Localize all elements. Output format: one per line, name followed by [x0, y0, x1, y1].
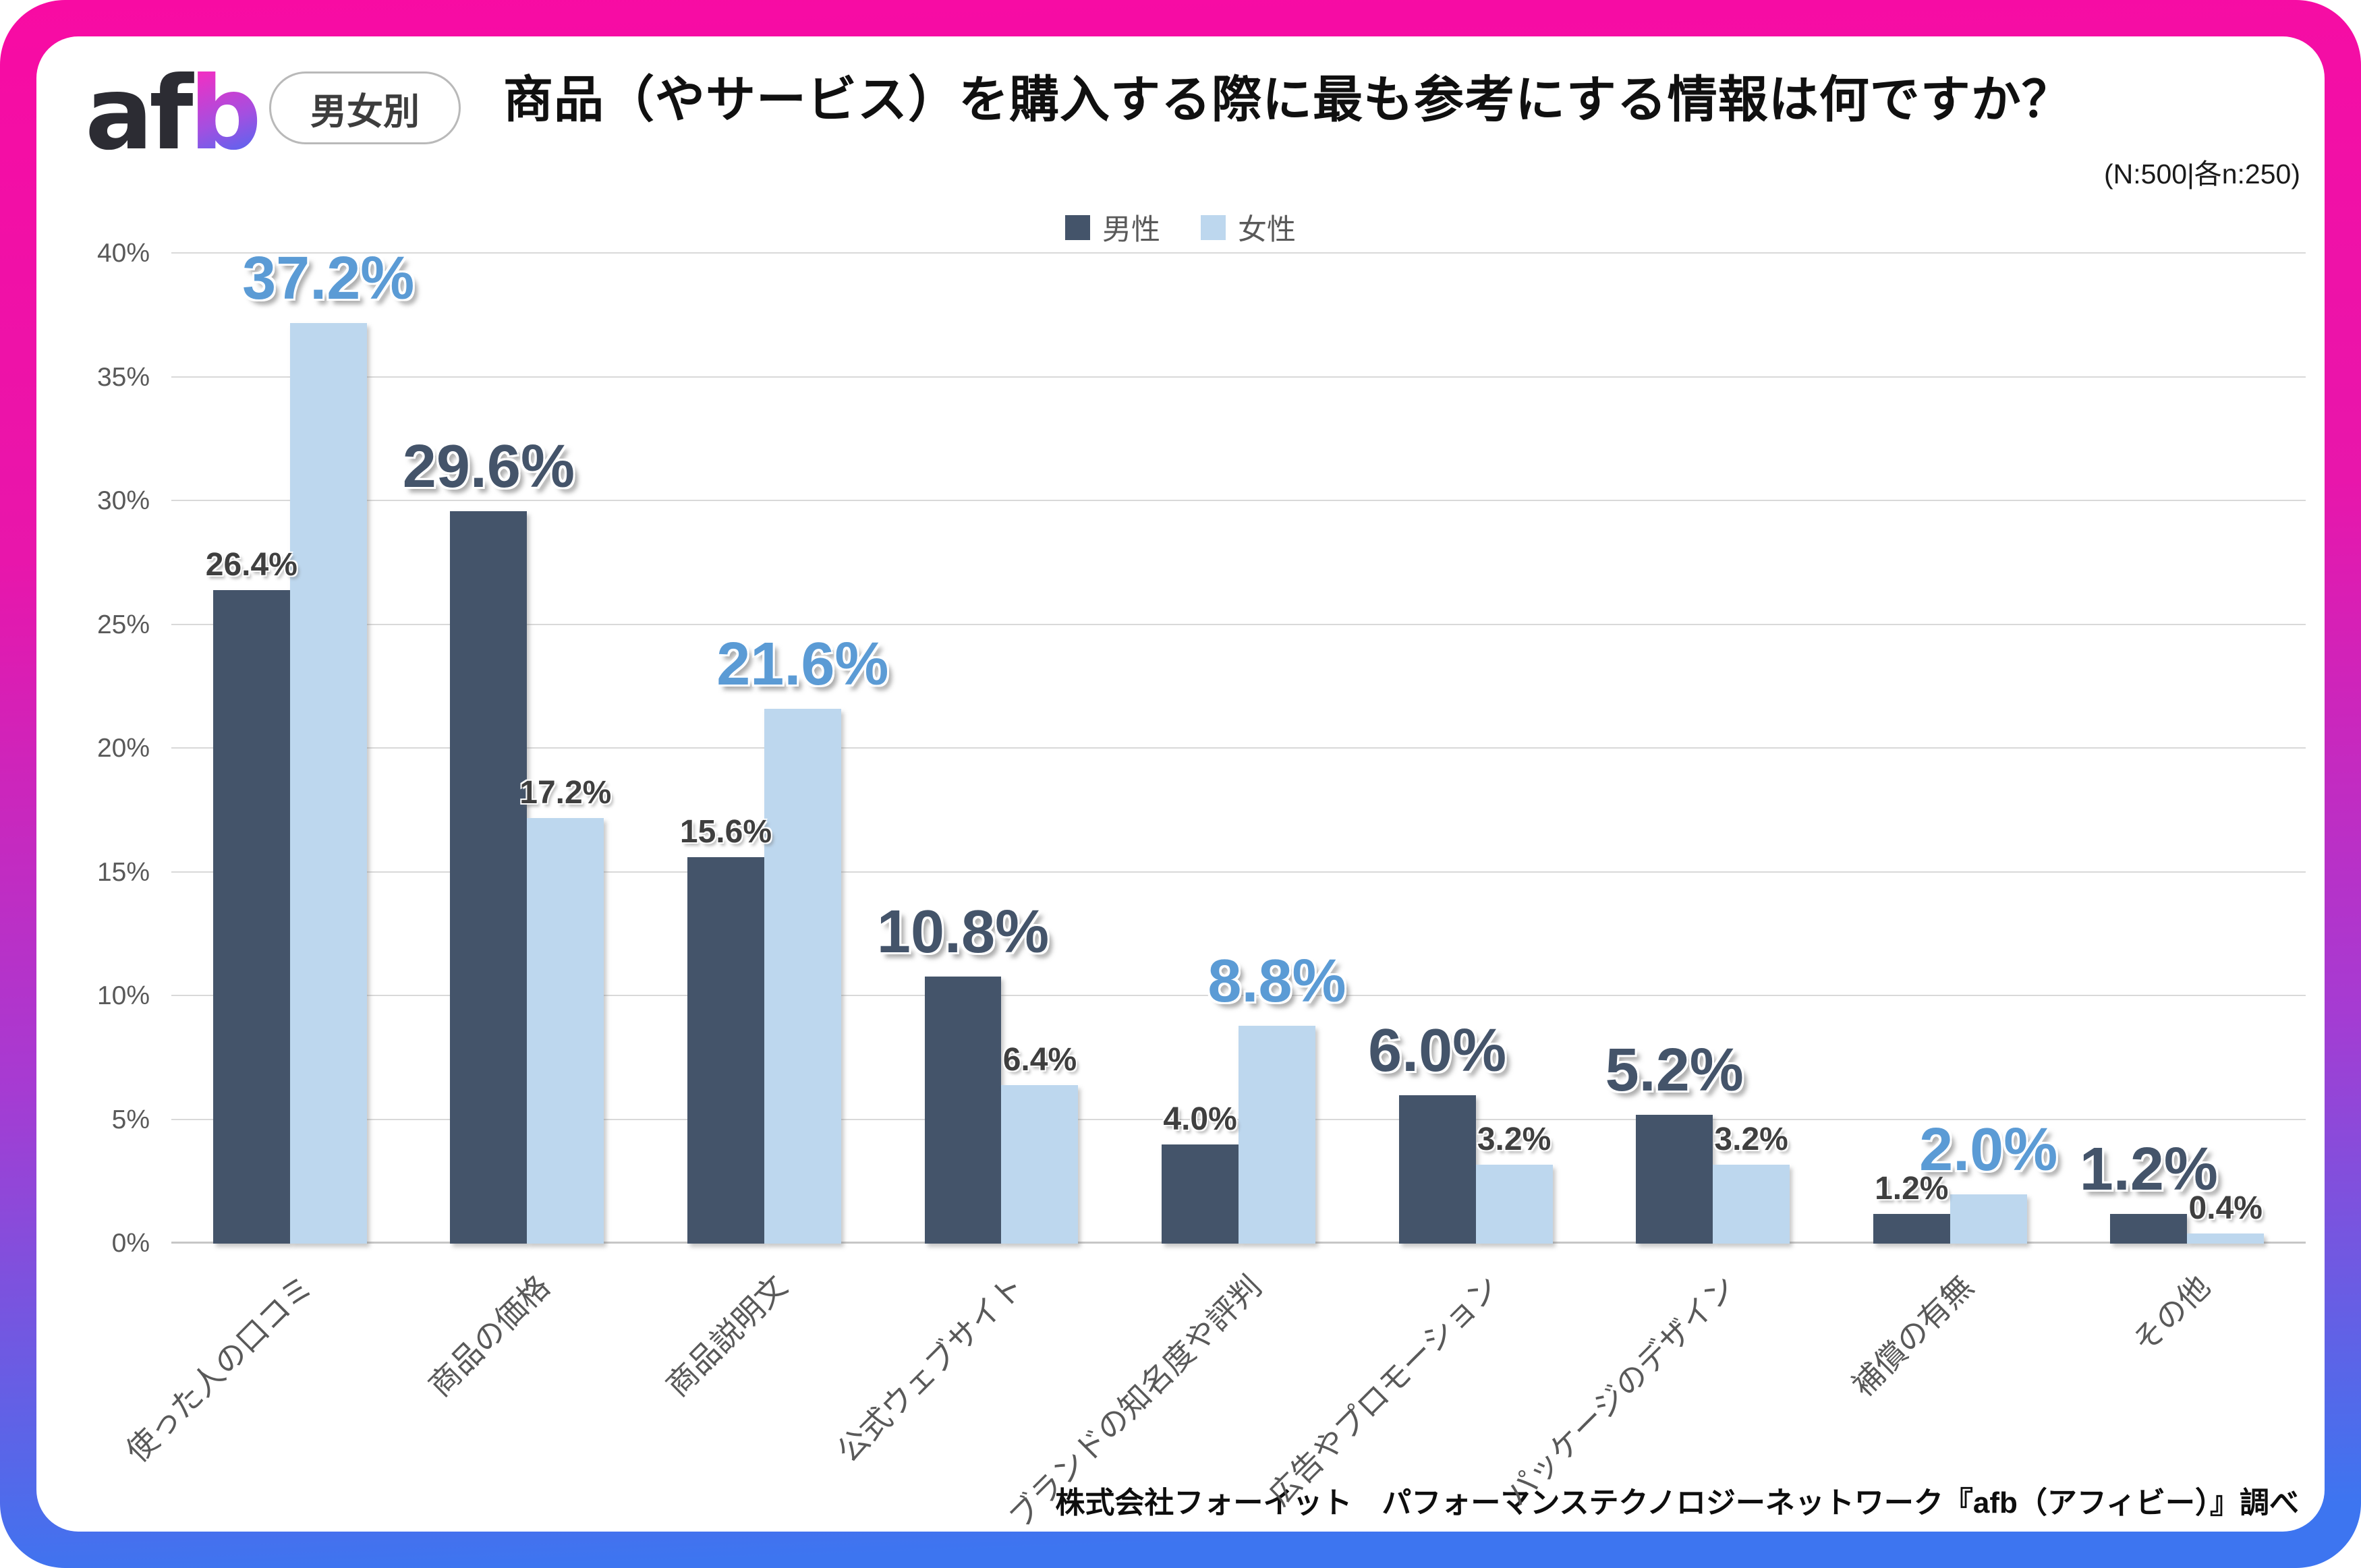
value-label: 10.8%	[876, 898, 1050, 966]
value-label: 1.2%	[2079, 1135, 2218, 1203]
bar-group: 10.8% 6.4% 公式ウェブサイト	[830, 254, 1120, 1469]
bar-group: 29.6% 17.2% 商品の価格	[403, 254, 646, 1403]
value-label: 15.6%	[679, 814, 772, 850]
bar-女性: 17.2%	[519, 775, 611, 1244]
value-label: 4.0%	[1163, 1101, 1237, 1138]
gridline	[171, 252, 2306, 254]
gender-badge: 男女別	[269, 71, 461, 144]
value-label: 5.2%	[1605, 1037, 1744, 1105]
bar-男性: 6.0%	[1368, 1017, 1506, 1244]
bar-女性: 21.6%	[716, 631, 888, 1244]
value-label: 17.2%	[519, 774, 612, 811]
bar-男性: 10.8%	[877, 898, 1049, 1244]
bar-group: 15.6% 21.6% 商品説明文	[646, 254, 888, 1403]
value-label: 2.0%	[1919, 1115, 2058, 1184]
legend-label: 女性	[1238, 214, 1296, 246]
bar-男性: 1.2%	[2080, 1136, 2218, 1244]
value-label: 29.6%	[402, 432, 575, 500]
legend-item: 男性	[1065, 206, 1160, 248]
value-label: 6.4%	[1002, 1042, 1077, 1078]
bar-女性: 3.2%	[1713, 1122, 1790, 1244]
legend-item: 女性	[1201, 206, 1296, 248]
y-tick-label: 35%	[96, 362, 150, 392]
y-tick-label: 30%	[96, 486, 150, 515]
y-tick-label: 20%	[96, 734, 150, 763]
legend: 男性 女性	[36, 206, 2325, 248]
bar-男性: 5.2%	[1605, 1037, 1744, 1244]
legend-swatch	[1065, 214, 1090, 240]
x-category-label: 公式ウェブサイト	[830, 1269, 1031, 1470]
value-label: 21.6%	[716, 631, 889, 699]
bar-男性: 26.4%	[206, 547, 297, 1244]
bar-男性: 4.0%	[1162, 1101, 1239, 1244]
gridline	[171, 623, 2306, 625]
x-category-label: 広告やプロモーション	[1261, 1269, 1506, 1513]
logo-letter-a: a	[85, 55, 153, 173]
bar-group: 6.0% 3.2% 広告やプロモーション	[1261, 254, 1595, 1512]
x-category-label: 商品説明文	[659, 1269, 794, 1403]
x-category-label: その他	[2126, 1269, 2217, 1360]
gridline	[171, 1118, 2306, 1120]
sample-size-note: (N:500|各n:250)	[2104, 158, 2300, 190]
value-label: 3.2%	[1714, 1121, 1788, 1157]
bar-男性: 15.6%	[680, 814, 772, 1244]
gridline	[171, 871, 2306, 873]
y-tick-label: 15%	[96, 857, 150, 887]
bar-男性: 29.6%	[403, 433, 575, 1244]
gridline	[171, 376, 2306, 378]
x-category-label: 補償の有無	[1845, 1269, 1980, 1403]
bar-group: 26.4% 37.2% 使った人の口コミ	[119, 245, 415, 1469]
bar-女性: 6.4%	[1001, 1042, 1079, 1244]
bar-女性: 2.0%	[1919, 1116, 2057, 1244]
y-tick-label: 10%	[96, 981, 150, 1010]
afb-logo: afb	[85, 63, 262, 165]
value-label: 0.4%	[2188, 1190, 2263, 1227]
y-tick-label: 40%	[96, 239, 150, 268]
value-label: 3.2%	[1477, 1121, 1552, 1157]
value-label: 26.4%	[205, 547, 297, 583]
bar-女性: 0.4%	[2187, 1190, 2265, 1244]
value-label: 6.0%	[1368, 1016, 1507, 1084]
bar-男性: 1.2%	[1873, 1171, 1950, 1244]
bar-女性: 3.2%	[1475, 1122, 1553, 1244]
y-tick-label: 0%	[111, 1229, 150, 1258]
bar-女性: 37.2%	[242, 245, 414, 1244]
chart-card: afb 男女別 商品（やサービス）を購入する際に最も参考にする情報は何ですか？ …	[36, 36, 2325, 1532]
x-category-label: 商品の価格	[422, 1269, 557, 1403]
value-label: 1.2%	[1875, 1170, 1949, 1207]
bar-group: 1.2% 2.0% 補償の有無	[1831, 254, 2069, 1403]
plot-area: 26.4% 37.2% 使った人の口コミ 29.6% 17.2% 商品の価格 15.6% 21…	[119, 245, 2306, 1532]
y-tick-label: 5%	[111, 1105, 150, 1134]
bar-group: 1.2% 0.4% その他	[2069, 254, 2306, 1359]
x-category-label: パッケージのデザイン	[1498, 1269, 1742, 1513]
legend-label: 男性	[1102, 214, 1160, 246]
legend-swatch	[1201, 214, 1226, 240]
value-label: 8.8%	[1207, 948, 1346, 1016]
y-tick-label: 25%	[96, 610, 150, 639]
chart-title: 商品（やサービス）を購入する際に最も参考にする情報は何ですか？	[503, 71, 2072, 127]
gridline	[171, 500, 2306, 501]
value-label: 37.2%	[242, 244, 415, 312]
logo-letter-b: b	[189, 55, 262, 173]
x-category-label: 使った人の口コミ	[119, 1269, 320, 1470]
bar-group: 5.2% 3.2% パッケージのデザイン	[1499, 254, 1831, 1512]
gridline	[171, 747, 2306, 749]
gridline	[171, 995, 2306, 996]
bar-女性: 8.8%	[1207, 948, 1346, 1244]
logo-letter-f: f	[149, 55, 193, 173]
bar-group: 4.0% 8.8% ブランドの知名度や評判	[1002, 254, 1357, 1532]
y-axis-labels: 0% 5% 10% 15% 20% 25% 30% 35% 40%	[36, 239, 150, 1258]
source-note: 株式会社フォーイット パフォーマンステクノロジーネットワーク『afb（アフィビー…	[1055, 1486, 2299, 1519]
